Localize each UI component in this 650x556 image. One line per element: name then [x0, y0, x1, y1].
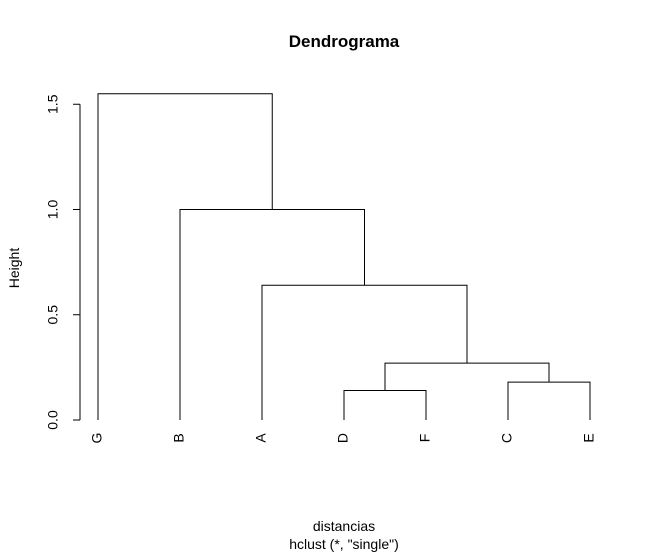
y-tick-label: 0.5 — [45, 305, 61, 325]
leaf-label-e: E — [581, 433, 597, 442]
y-tick-label: 1.5 — [45, 94, 61, 114]
leaf-label-b: B — [171, 433, 187, 442]
leaf-label-a: A — [253, 433, 269, 443]
leaf-label-c: C — [499, 433, 515, 443]
chart-title: Dendrograma — [289, 32, 400, 51]
merge-link-6 — [97, 93, 273, 420]
y-axis-label: Height — [6, 248, 22, 289]
y-tick-label: 1.0 — [45, 200, 61, 220]
merge-link-5 — [179, 209, 365, 420]
merge-link-4 — [261, 284, 468, 420]
dendrogram-links — [97, 93, 591, 420]
merge-link-3 — [384, 362, 550, 391]
x-axis-label: distancias — [313, 518, 375, 534]
merge-link-1 — [343, 390, 427, 420]
method-sublabel: hclust (*, "single") — [289, 536, 399, 552]
leaf-label-f: F — [417, 434, 433, 443]
merge-link-2 — [507, 381, 591, 420]
leaf-label-d: D — [335, 433, 351, 443]
y-axis: 0.0 0.5 1.0 1.5 — [45, 94, 81, 430]
y-tick-label: 0.0 — [45, 410, 61, 430]
leaf-label-g: G — [89, 433, 105, 444]
